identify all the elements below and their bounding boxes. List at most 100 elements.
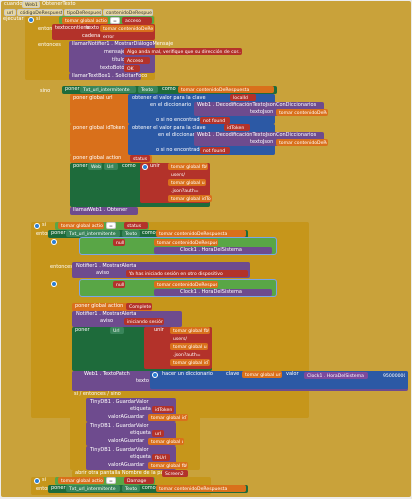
focus-block[interactable] [69, 73, 141, 80]
set-action-2: poner global action [75, 303, 124, 309]
str-localId[interactable]: localId [230, 94, 256, 101]
str-users-3[interactable]: users/ [170, 335, 188, 342]
texto-3[interactable]: Texto [122, 230, 140, 237]
str-acceso[interactable]: acceso [122, 17, 152, 24]
valorAGuardar-2: valorAGuardar [108, 438, 145, 444]
gear-icon[interactable] [152, 372, 158, 378]
event-do-label: ejecutar [3, 16, 24, 22]
get-action-5[interactable]: tomar global action [58, 477, 104, 484]
str-ya[interactable]: Ya has iniciado sesión en otro dispositi… [126, 270, 248, 277]
gear-icon[interactable] [34, 223, 40, 229]
unir3: unir [154, 327, 164, 333]
get-url-4[interactable]: tomar global url [148, 438, 184, 445]
str-ok[interactable]: OK [124, 65, 140, 72]
get-token-3[interactable]: tomar global idToken [170, 359, 210, 366]
get-content-4[interactable]: tomar contenidoDeRespuesta [276, 139, 328, 146]
str-users[interactable]: users/ [168, 171, 186, 178]
como5: como [142, 485, 156, 491]
event-when-label: cuando [4, 1, 23, 7]
str-error[interactable]: error [100, 33, 120, 40]
gear-icon[interactable] [28, 17, 34, 23]
param-content[interactable]: contenidoDeRespuesta [103, 9, 153, 16]
focus-call: TextBox1 . SolicitarFoco [88, 73, 148, 79]
set-global-action-block[interactable] [70, 155, 152, 163]
eq-op[interactable]: = [110, 17, 120, 24]
get-content-6[interactable]: tomar contenidoDeRespuesta [154, 239, 218, 246]
str-status[interactable]: status [130, 155, 150, 162]
get-content-7[interactable]: tomar contenidoDeRespuesta [154, 281, 218, 288]
compare5[interactable] [55, 477, 155, 485]
null-chip-2[interactable]: null [113, 281, 125, 288]
txt-url-5[interactable]: Txt_url_intermitente [66, 485, 120, 492]
str-fburl-4[interactable]: fbUrl [152, 454, 170, 461]
open-screen-block[interactable] [72, 470, 188, 478]
str-acceso-title[interactable]: Acceso [124, 57, 150, 64]
str-idToken-4[interactable]: idToken [152, 406, 174, 413]
clock-call-1[interactable] [154, 247, 272, 254]
llamar-label-3: llamar [73, 207, 89, 213]
eq3[interactable]: = [106, 222, 116, 229]
web-obtener-block[interactable] [70, 207, 138, 215]
get-content-2[interactable]: tomar contenidoDeRespuesta [178, 86, 274, 93]
get-content-1[interactable]: tomar contenidoDeRespuesta [100, 25, 154, 32]
patch-texto: texto [136, 378, 149, 384]
o-si-label: o si no encontrado [156, 117, 203, 123]
get-user-3[interactable]: tomar global url [170, 343, 208, 350]
set-txt-block[interactable] [62, 86, 277, 94]
set-txt-5[interactable] [48, 485, 248, 493]
patch-call: Web1 . TextoPatch [84, 371, 130, 377]
gear-icon[interactable] [51, 281, 57, 287]
clock-call-3[interactable]: Clock1 . HoraDelSistema [304, 372, 368, 379]
get-url-key[interactable]: tomar global url [242, 371, 282, 378]
null-chip[interactable]: null [113, 239, 125, 246]
gear-icon[interactable] [34, 478, 40, 484]
param-code[interactable]: códigoDeRespuesta [17, 9, 63, 16]
event-component-dropdown[interactable]: Web1 [22, 1, 40, 8]
get-fb-3[interactable]: tomar global fbUrl [170, 327, 210, 334]
clock-call-2[interactable] [154, 289, 272, 296]
txt-url-3[interactable]: Txt_url_intermitente [66, 230, 120, 237]
texto-dropdown[interactable]: Texto [138, 86, 158, 93]
str-json[interactable]: .json?auth= [168, 187, 202, 194]
get-content-3[interactable]: tomar contenidoDeRespuesta [276, 109, 328, 116]
str-not-found-1[interactable]: not found [200, 117, 230, 124]
gear-icon[interactable] [142, 164, 148, 170]
str-iniciando[interactable]: iniciando sesión [124, 318, 164, 325]
eq5[interactable]: = [106, 477, 116, 484]
get-user[interactable]: tomar global url [168, 179, 206, 186]
txt-url-dropdown[interactable]: Txt_url_intermitente [80, 86, 136, 93]
num-value[interactable]: 95000000 [380, 372, 406, 379]
str-screen2[interactable]: Screen2 [162, 470, 188, 477]
get-token-4[interactable]: tomar global idToken [148, 414, 188, 421]
gear-icon[interactable] [51, 239, 57, 245]
get-global-action[interactable]: tomar global action [62, 17, 108, 24]
get-fburl-4[interactable]: tomar global fbUrl [148, 462, 188, 469]
str-damage[interactable]: Damage [124, 477, 154, 484]
param-type[interactable]: tipoDeRespuesta [64, 9, 102, 16]
then5-label: entonces [36, 485, 59, 493]
str-idToken[interactable]: idToken [224, 124, 250, 131]
texto-5[interactable]: Texto [122, 485, 140, 492]
o-si-label-2: o si no encontrado [156, 147, 203, 153]
get-content-8[interactable]: tomar contenidoDeRespuesta [156, 485, 246, 492]
str-json-3[interactable]: .json?auth= [170, 351, 204, 358]
url-chip-3[interactable]: Url [110, 327, 124, 334]
str-not-found-2[interactable]: not found [200, 147, 230, 154]
unir-label: unir [150, 163, 160, 169]
tiny2-call: TinyDB1 . GuardarValor [90, 423, 149, 429]
get-action-3[interactable]: tomar global action [58, 222, 104, 229]
str-url-4[interactable]: url [152, 430, 164, 437]
param-url[interactable]: url [4, 9, 16, 16]
str-complete[interactable]: Complete [126, 303, 152, 310]
url-dropdown[interactable]: Url [104, 163, 118, 170]
get-content-5[interactable]: tomar contenidoDeRespuesta [156, 230, 246, 237]
get-global-fburl[interactable]: tomar global fbUrl [168, 163, 208, 170]
set-action-complete[interactable] [72, 303, 152, 311]
set-txt-3[interactable] [48, 230, 248, 238]
tiny3-call: TinyDB1 . GuardarValor [90, 447, 149, 453]
str-status-3[interactable]: status [124, 222, 148, 229]
get-token[interactable]: tomar global idToken [168, 195, 212, 202]
b4-header: si / entonces / sino [74, 391, 121, 397]
str-message[interactable]: Algo anda mal, verifique que su direcció… [124, 48, 242, 55]
web1-dropdown[interactable]: Web1 [88, 163, 102, 170]
